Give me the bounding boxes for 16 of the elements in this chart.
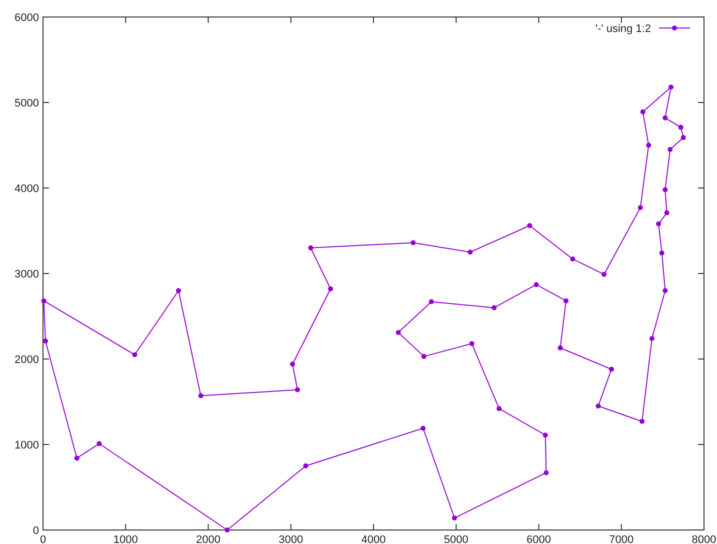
x-tick-label: 5000 bbox=[444, 534, 468, 544]
x-tick-label: 7000 bbox=[609, 534, 634, 544]
x-tick-label: 6000 bbox=[526, 534, 551, 544]
x-tick-label: 2000 bbox=[196, 534, 220, 544]
x-tick-label: 4000 bbox=[361, 534, 386, 544]
x-tick-label: 1000 bbox=[113, 534, 138, 544]
x-tick-label: 0 bbox=[40, 534, 46, 544]
y-tick-label: 2000 bbox=[14, 354, 39, 366]
y-tick-label: 4000 bbox=[14, 183, 39, 195]
y-tick-label: 1000 bbox=[14, 440, 39, 452]
y-tick-label: 6000 bbox=[14, 12, 39, 24]
legend-label: '-' using 1:2 bbox=[595, 23, 651, 35]
x-tick-label: 3000 bbox=[278, 534, 304, 544]
y-tick-label: 3000 bbox=[14, 268, 39, 280]
x-tick-label: 8000 bbox=[692, 534, 716, 544]
y-tick-label: 5000 bbox=[14, 98, 39, 110]
